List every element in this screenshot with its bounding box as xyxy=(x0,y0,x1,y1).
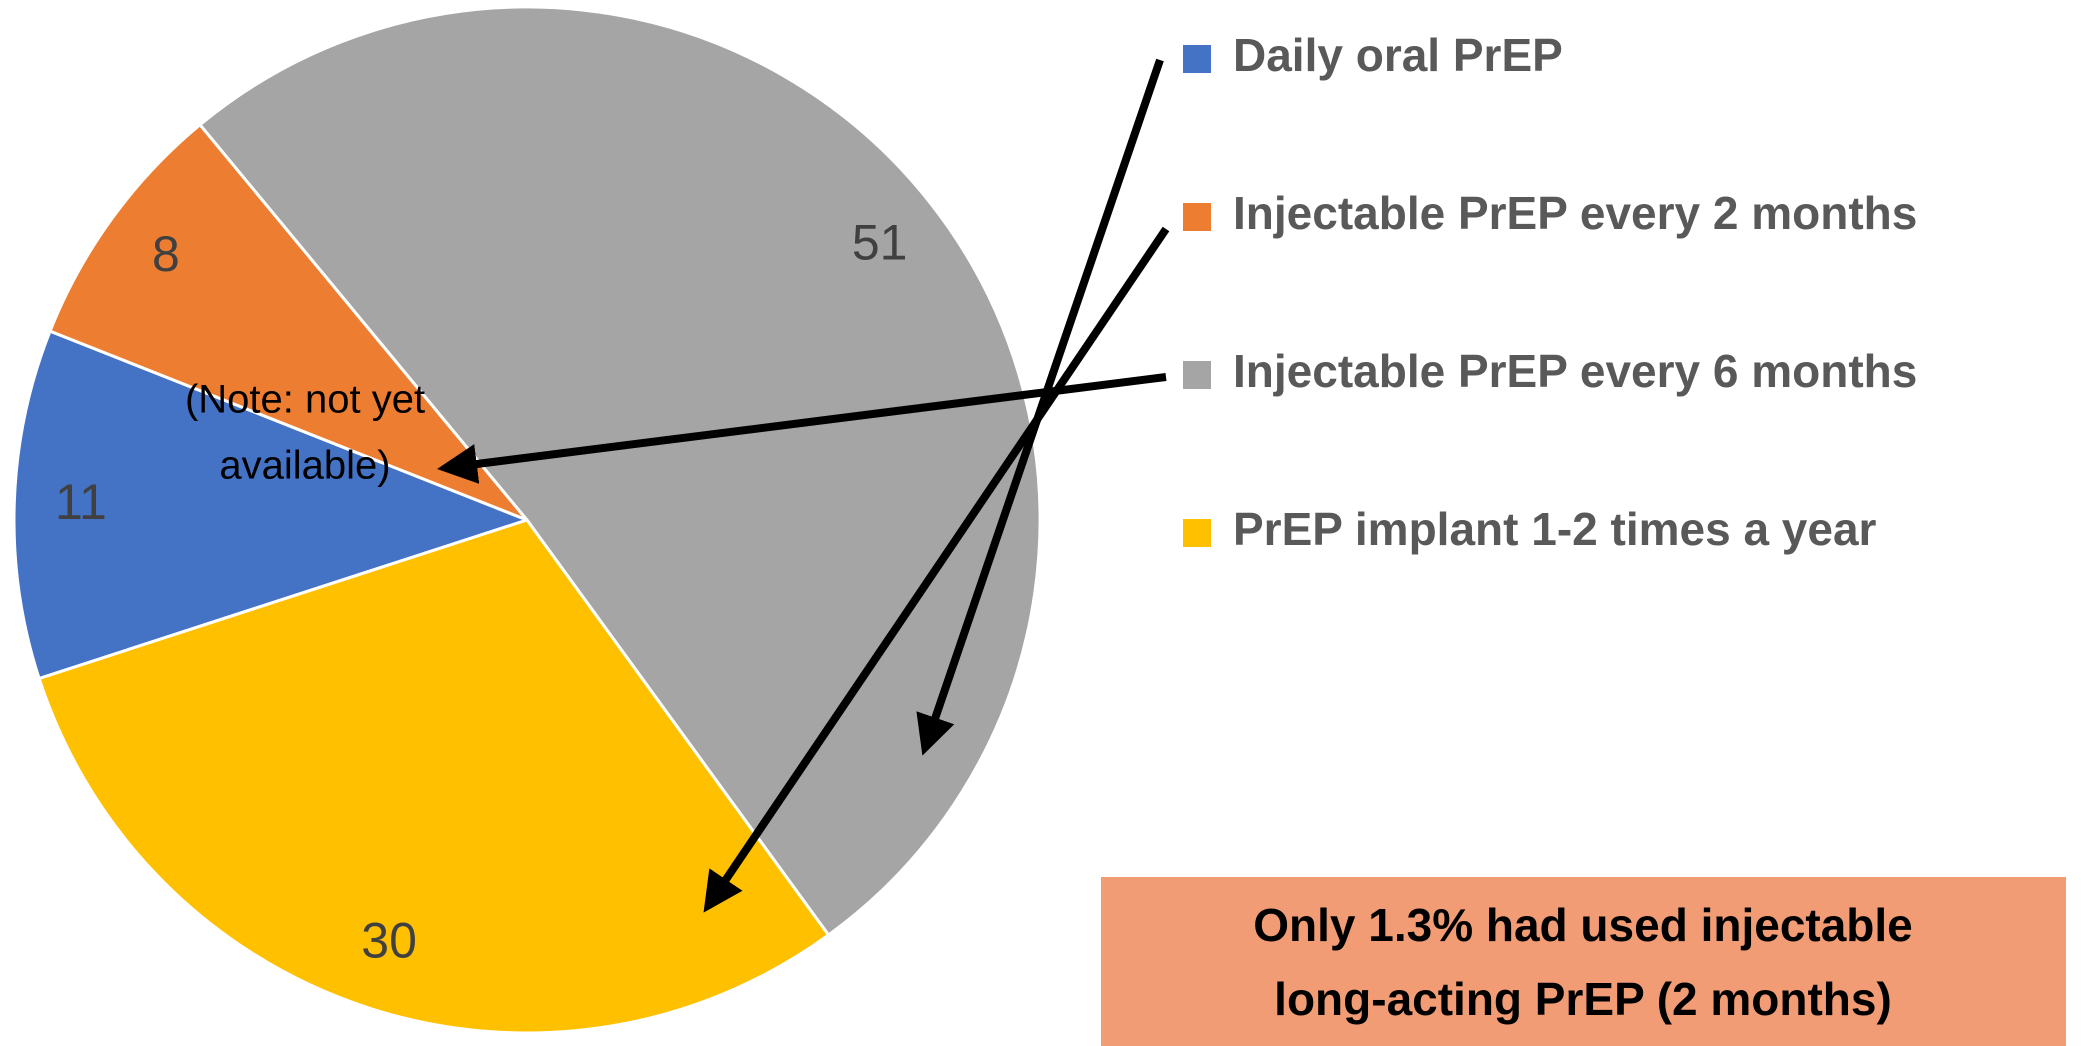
legend-swatch xyxy=(1183,361,1211,389)
callout-box xyxy=(1101,877,2066,1046)
pie-slice xyxy=(37,518,831,1035)
note-line: available) xyxy=(219,444,390,488)
legend-swatch xyxy=(1183,203,1211,231)
data-label: 8 xyxy=(152,226,180,282)
data-label: 11 xyxy=(55,474,107,530)
legend-label: Injectable PrEP every 6 months xyxy=(1233,345,1917,397)
arrow xyxy=(916,58,1164,756)
pie: 11 8 51 30 xyxy=(12,5,1042,1035)
arrow xyxy=(437,373,1167,484)
legend-swatch xyxy=(1183,519,1211,547)
callout-line: Only 1.3% had used injectable xyxy=(1253,899,1913,951)
arrow xyxy=(703,226,1170,913)
callout-line: long-acting PrEP (2 months) xyxy=(1274,973,1892,1025)
pie-slice xyxy=(12,329,532,681)
data-label: 30 xyxy=(361,913,417,969)
legend: Daily oral PrEP Injectable PrEP every 2 m… xyxy=(1183,29,1917,555)
note-line: (Note: not yet xyxy=(185,378,425,422)
legend-label: Injectable PrEP every 2 months xyxy=(1233,187,1917,239)
pie-slice xyxy=(48,122,529,522)
legend-label: PrEP implant 1-2 times a year xyxy=(1233,503,1877,555)
pie-slice xyxy=(197,5,1042,938)
arrows xyxy=(437,58,1170,913)
data-label: 51 xyxy=(852,215,908,271)
legend-swatch xyxy=(1183,45,1211,73)
legend-label: Daily oral PrEP xyxy=(1233,29,1563,81)
